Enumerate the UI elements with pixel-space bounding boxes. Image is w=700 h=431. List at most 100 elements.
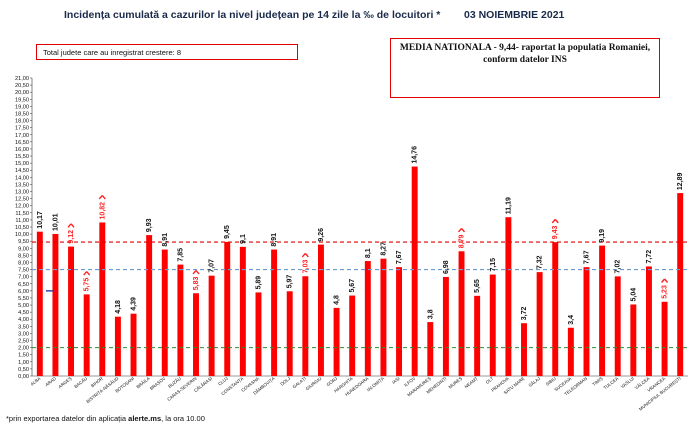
value-label: 4,18	[115, 300, 122, 314]
y-tick-label: 4,50	[18, 310, 29, 316]
value-label: 6,98	[443, 260, 450, 274]
footer-suffix: , la ora 10.00	[161, 414, 205, 423]
category-label: MUREȘ	[448, 376, 464, 390]
value-label: 5,75	[84, 278, 91, 292]
category-label: SIBIU	[545, 376, 557, 387]
bar	[349, 295, 356, 376]
bar	[474, 295, 481, 376]
footer-source: alerte.ms	[128, 414, 162, 423]
category-label: TIMIȘ	[591, 376, 603, 387]
y-tick-label: 1,00	[18, 360, 29, 366]
increase-arrow-icon	[661, 278, 669, 283]
value-label: 3,72	[521, 306, 528, 320]
bar	[286, 291, 293, 376]
category-label: ARGEȘ	[57, 376, 72, 389]
y-tick-label: 14,50	[15, 168, 29, 174]
value-label: 4,8	[334, 295, 341, 305]
value-label: 8,1	[365, 248, 372, 258]
value-label: 5,04	[630, 288, 637, 302]
bar	[552, 242, 559, 376]
y-tick-label: 6,50	[18, 282, 29, 288]
value-label: 4,39	[131, 297, 138, 311]
value-label: 9,1	[240, 234, 247, 244]
category-label: ALBA	[29, 376, 41, 387]
bar	[630, 304, 637, 376]
bar	[146, 235, 153, 376]
category-label: ARAD	[44, 376, 57, 387]
category-label: GIURGIU	[305, 376, 323, 392]
value-label: 9,93	[146, 218, 153, 232]
bar	[396, 267, 403, 376]
y-tick-label: 11,50	[15, 211, 29, 217]
increase-arrow-icon	[98, 195, 106, 200]
value-label: 8,91	[162, 233, 169, 247]
bar	[536, 272, 543, 376]
value-label: 5,67	[349, 279, 356, 293]
y-tick-label: 13,00	[15, 190, 29, 196]
bar	[427, 322, 434, 376]
y-tick-label: 20,50	[15, 83, 29, 89]
reference-lines	[32, 241, 688, 349]
y-tick-label: 7,00	[18, 275, 29, 281]
value-label: 7,15	[490, 258, 497, 272]
increase-count-box: Total judete care au inregistrat crester…	[36, 44, 298, 60]
bar	[661, 301, 668, 376]
y-tick-label: 18,00	[15, 119, 29, 125]
y-tick-label: 2,00	[18, 346, 29, 352]
bar	[224, 241, 231, 376]
bar	[271, 249, 278, 376]
value-label: 10,17	[37, 211, 44, 229]
y-tick-label: 10,50	[15, 225, 29, 231]
y-tick-label: 11,00	[15, 218, 29, 224]
value-label: 9,12	[68, 230, 75, 244]
bar	[599, 245, 606, 376]
national-average-line1: MEDIA NATIONALA - 9,44- raportat la popu…	[399, 43, 651, 53]
value-label: 7,85	[177, 248, 184, 262]
y-axis: 0,000,501,001,502,002,50 3,003,504,004,50…	[15, 76, 688, 380]
bar	[521, 323, 527, 376]
category-label: CLUJ	[217, 376, 229, 387]
y-tick-label: 2,50	[18, 339, 29, 345]
value-label: 5,83	[193, 277, 200, 291]
bar	[505, 217, 512, 376]
y-tick-label: 3,00	[18, 331, 29, 337]
category-label: DOLJ	[279, 376, 291, 387]
bar	[83, 294, 90, 376]
bar	[177, 264, 184, 376]
y-tick-label: 15,50	[15, 154, 29, 160]
bar	[364, 261, 371, 376]
value-label: 9,19	[599, 229, 606, 243]
y-tick-label: 18,50	[15, 111, 29, 117]
y-tick-label: 3,50	[18, 324, 29, 330]
y-tick-label: 12,00	[15, 204, 29, 210]
category-labels: ALBA ARAD ARGEȘ BACĂU BIHORBISTRIȚA-NĂSĂUDBO…	[29, 376, 681, 412]
bar	[411, 166, 418, 376]
increase-arrow-icon	[83, 271, 91, 276]
value-label: 7,07	[209, 259, 216, 273]
increase-count-text: Total judete care au inregistrat crester…	[43, 48, 181, 57]
bar	[614, 276, 621, 376]
y-tick-label: 13,50	[15, 182, 29, 188]
value-label: 7,02	[615, 260, 622, 274]
bar	[317, 244, 324, 376]
value-label: 9,45	[224, 225, 231, 239]
y-tick-label: 16,50	[15, 140, 29, 146]
category-label: BRAȘOV	[149, 376, 167, 391]
bar	[52, 233, 59, 376]
category-label: TULCEA	[603, 376, 620, 391]
y-tick-label: 0,50	[18, 367, 29, 373]
national-average-line2: conform datelor INS	[483, 55, 567, 65]
y-tick-label: 16,00	[15, 147, 29, 153]
value-label: 11,19	[505, 197, 512, 214]
y-tick-label: 0,00	[18, 374, 29, 380]
value-label: 9,26	[318, 228, 325, 242]
y-tick-label: 5,00	[18, 303, 29, 309]
category-label: NEAMȚ	[464, 376, 479, 390]
bar	[567, 327, 574, 376]
bar	[130, 313, 137, 376]
value-label: 7,67	[583, 250, 590, 264]
value-label: 5,89	[255, 276, 262, 290]
bar	[380, 258, 387, 376]
y-tick-label: 17,50	[15, 126, 29, 132]
value-label: 8,27	[380, 242, 387, 256]
